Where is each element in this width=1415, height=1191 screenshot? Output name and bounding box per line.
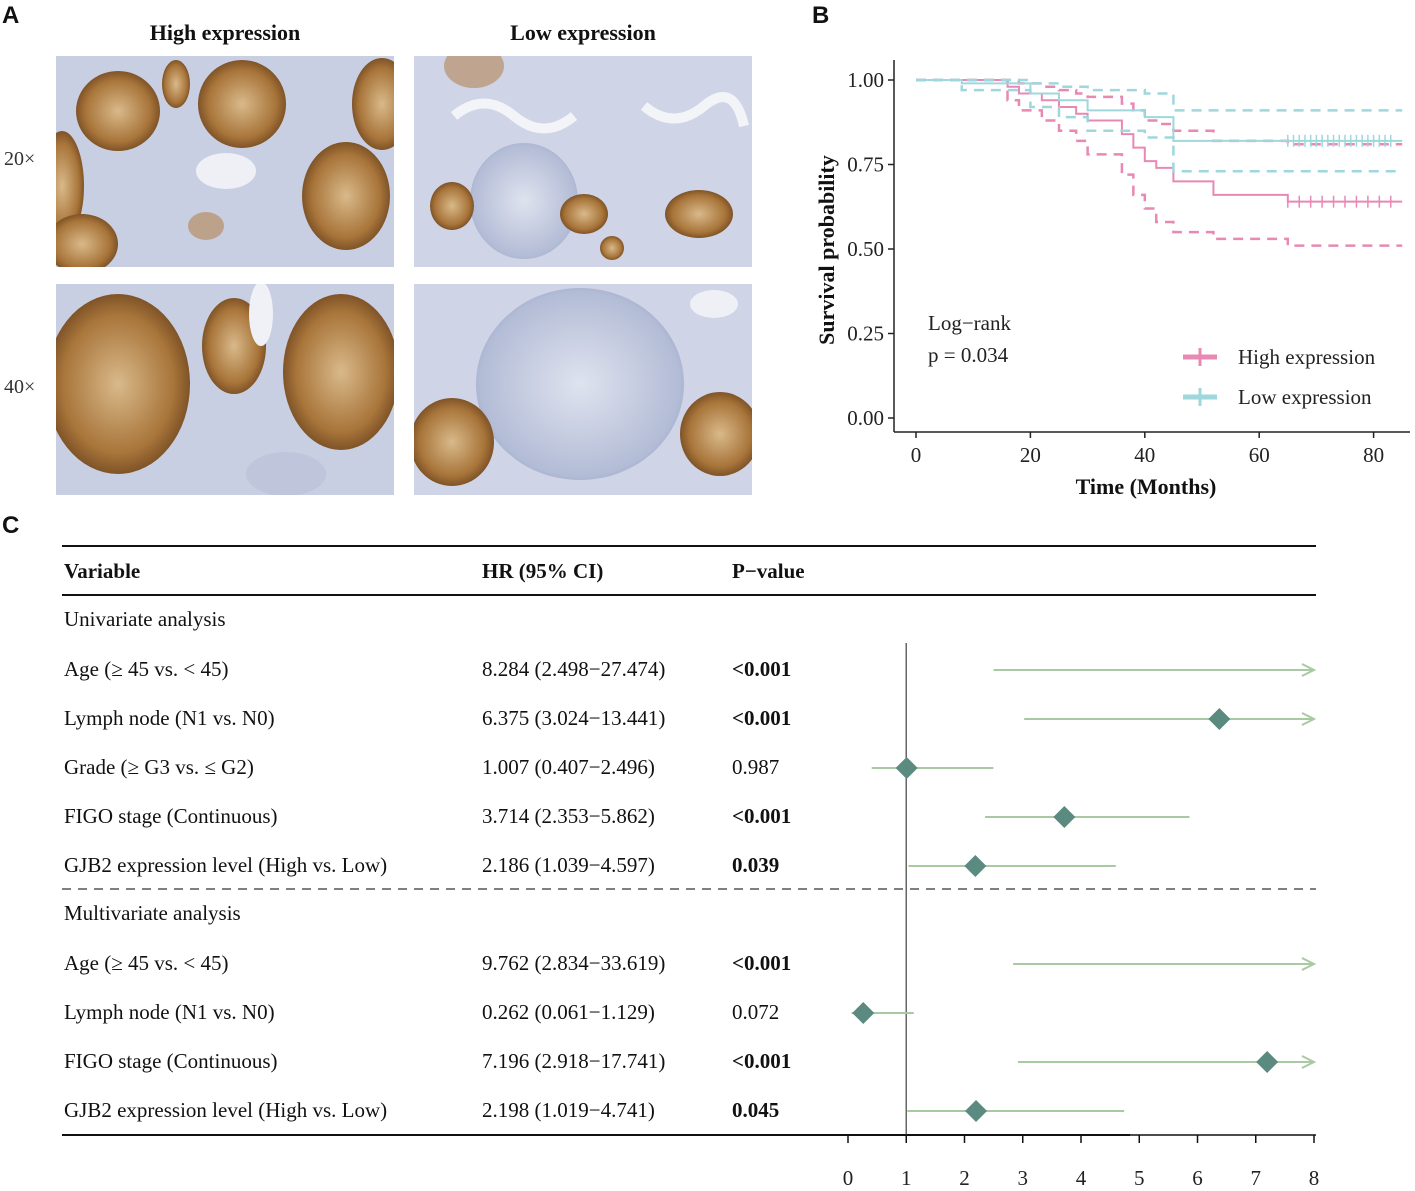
micrograph-high-20x-image (56, 56, 394, 267)
forest-row-hr: 0.262 (0.061−1.129) (482, 1000, 655, 1024)
km-x-tick-label: 60 (1249, 443, 1270, 467)
micrograph-low-20x-image (414, 56, 752, 267)
forest-row-variable: GJB2 expression level (High vs. Low) (64, 853, 388, 877)
forest-row-pvalue: 0.039 (732, 853, 780, 877)
forest-row-pvalue: <0.001 (732, 706, 792, 730)
forest-section-title: Univariate analysis (64, 607, 226, 631)
km-ci-lower-high (916, 78, 1403, 247)
forest-axis-tick-label: 8 (1309, 1166, 1320, 1190)
km-y-tick-label: 0.00 (847, 406, 884, 430)
forest-header-variable: Variable (64, 559, 141, 583)
forest-hr-marker (965, 1100, 988, 1122)
forest-hr-marker (1053, 806, 1076, 828)
km-ci-upper-low (916, 78, 1403, 112)
forest-ci-arrow (1301, 1055, 1317, 1069)
forest-hr-marker (964, 855, 987, 877)
micrograph-low-40x-image (414, 284, 752, 495)
panel-label-a: A (2, 2, 20, 29)
forest-axis-tick-label: 2 (959, 1166, 970, 1190)
micrograph-high-40x (56, 284, 394, 495)
km-curve-low (916, 79, 1403, 142)
km-x-tick-label: 0 (911, 443, 922, 467)
forest-row-hr: 8.284 (2.498−27.474) (482, 657, 666, 681)
forest-ci-arrow (1301, 957, 1317, 971)
forest-header-pvalue: P−value (732, 559, 805, 583)
forest-ci-arrow (1301, 712, 1317, 726)
forest-section-title: Multivariate analysis (64, 901, 241, 925)
forest-row-variable: Lymph node (N1 vs. N0) (64, 1000, 275, 1024)
km-ci-upper-high (916, 78, 1403, 146)
forest-row-hr: 2.186 (1.039−4.597) (482, 853, 655, 877)
forest-row-hr: 1.007 (0.407−2.496) (482, 755, 655, 779)
forest-row-hr: 3.714 (2.353−5.862) (482, 804, 655, 828)
forest-row-pvalue: <0.001 (732, 1049, 792, 1073)
forest-row-hr: 7.196 (2.918−17.741) (482, 1049, 666, 1073)
row-label-40x: 40× (4, 376, 36, 398)
forest-row-variable: Grade (≥ G3 vs. ≤ G2) (64, 755, 254, 779)
column-title-low: Low expression (510, 20, 656, 45)
forest-axis-tick-label: 7 (1251, 1166, 1262, 1190)
forest-row-pvalue: <0.001 (732, 657, 792, 681)
km-y-tick-label: 1.00 (847, 68, 884, 92)
km-logrank-label: Log−rank (928, 311, 1011, 335)
forest-row-variable: Lymph node (N1 vs. N0) (64, 706, 275, 730)
km-legend-label: Low expression (1238, 385, 1372, 409)
column-title-high: High expression (149, 20, 301, 45)
km-x-tick-label: 80 (1363, 443, 1384, 467)
panel-label-b: B (812, 2, 830, 29)
km-y-tick-label: 0.25 (847, 322, 884, 346)
forest-axis-tick-label: 1 (901, 1166, 912, 1190)
km-plot: 0.00 0.25 0.50 0.75 1.00 0 20 40 60 80 Time (Month… (814, 60, 1410, 499)
forest-row-variable: FIGO stage (Continuous) (64, 1049, 278, 1073)
forest-row-variable: Age (≥ 45 vs. < 45) (64, 951, 229, 975)
panel-label-c: C (2, 512, 20, 539)
row-label-20x: 20× (4, 148, 36, 170)
forest-row-variable: GJB2 expression level (High vs. Low) (64, 1098, 388, 1122)
km-y-tick-label: 0.75 (847, 153, 884, 177)
km-pvalue-label: p = 0.034 (928, 343, 1009, 367)
forest-hr-marker (895, 757, 918, 779)
km-legend-label: High expression (1238, 345, 1376, 369)
micrograph-high-20x (56, 56, 394, 267)
forest-axis-tick-label: 6 (1192, 1166, 1203, 1190)
forest-ci-arrow (1301, 663, 1317, 677)
km-y-axis-title: Survival probability (814, 155, 839, 345)
forest-hr-marker (1208, 708, 1231, 730)
km-x-tick-label: 20 (1020, 443, 1041, 467)
forest-header-hr: HR (95% CI) (482, 559, 604, 583)
micrograph-high-40x-image (56, 284, 394, 495)
forest-row-hr: 9.762 (2.834−33.619) (482, 951, 666, 975)
km-x-tick-label: 40 (1134, 443, 1155, 467)
forest-hr-marker (852, 1002, 875, 1024)
forest-row-variable: Age (≥ 45 vs. < 45) (64, 657, 229, 681)
forest-axis-tick-label: 0 (843, 1166, 854, 1190)
km-x-axis-title: Time (Months) (1076, 474, 1217, 499)
forest-row-pvalue: <0.001 (732, 804, 792, 828)
forest-row-hr: 6.375 (3.024−13.441) (482, 706, 666, 730)
micrograph-low-20x (414, 56, 752, 267)
micrograph-low-40x (414, 284, 752, 495)
forest-row-pvalue: 0.072 (732, 1000, 780, 1024)
km-ci-lower-low (916, 78, 1403, 173)
forest-row-variable: FIGO stage (Continuous) (64, 804, 278, 828)
forest-axis-tick-label: 5 (1134, 1166, 1145, 1190)
km-y-tick-label: 0.50 (847, 237, 884, 261)
forest-axis-tick-label: 4 (1076, 1166, 1087, 1190)
forest-row-pvalue: 0.987 (732, 755, 780, 779)
forest-row-hr: 2.198 (1.019−4.741) (482, 1098, 655, 1122)
forest-axis-tick-label: 3 (1018, 1166, 1029, 1190)
forest-row-pvalue: 0.045 (732, 1098, 780, 1122)
forest-row-pvalue: <0.001 (732, 951, 792, 975)
forest-hr-marker (1256, 1051, 1279, 1073)
